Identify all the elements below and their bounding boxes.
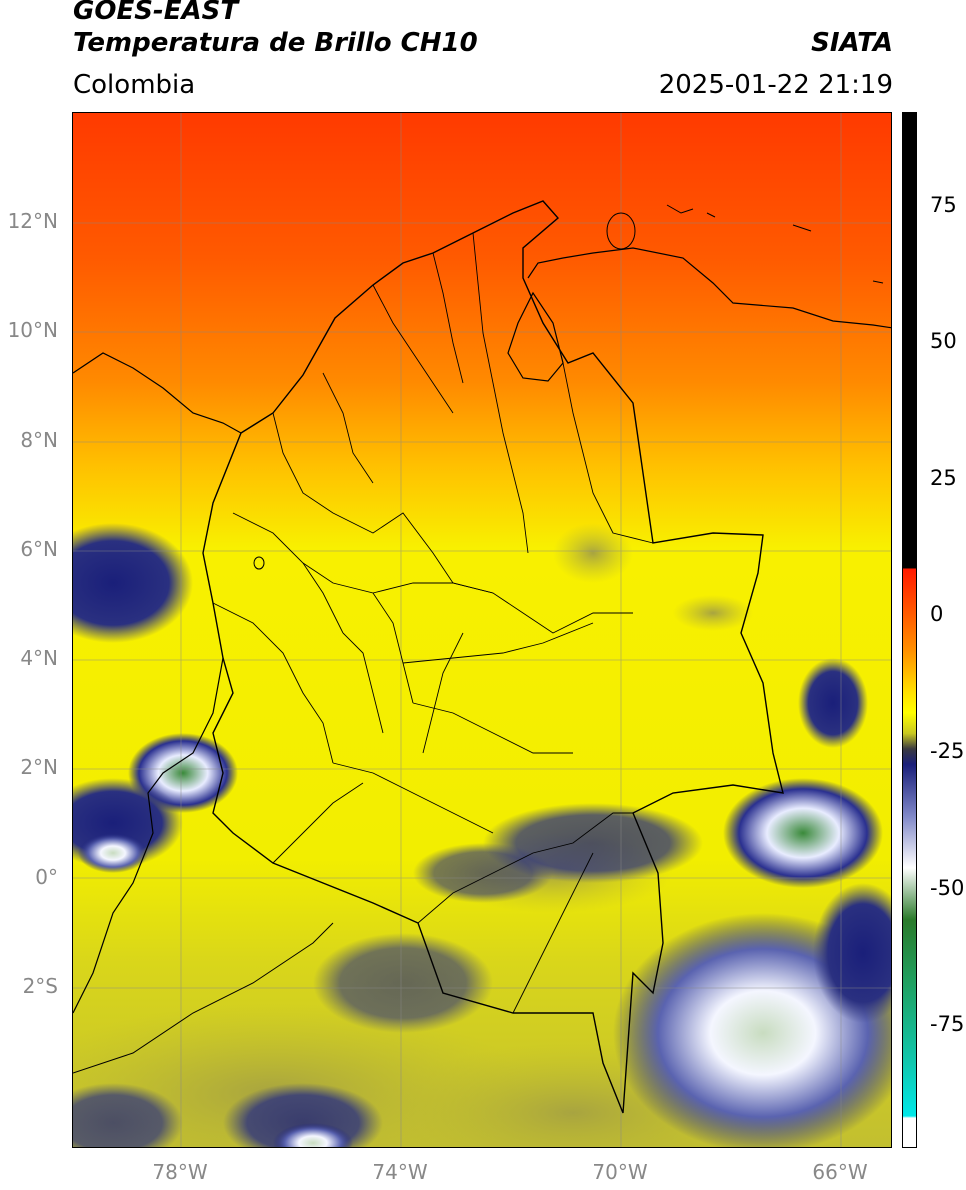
lat-tick: 2°S (22, 974, 58, 998)
colorbar-label: 75 (930, 193, 957, 217)
cloud-cell (73, 523, 193, 643)
colorbar-label: -50 (930, 876, 965, 900)
cloud-cell (413, 843, 553, 903)
cloud-cell (313, 933, 493, 1033)
lat-tick: 8°N (20, 428, 58, 452)
map-canvas (73, 113, 891, 1147)
lat-tick: 12°N (7, 209, 58, 233)
lat-tick: 6°N (20, 537, 58, 561)
coastline (527, 247, 891, 329)
cloud-cell (273, 1123, 353, 1147)
colorbar-label: -25 (930, 739, 965, 763)
map-panel[interactable] (72, 112, 892, 1148)
panama-coast (73, 352, 242, 434)
department-borders (212, 232, 654, 1014)
southern-border (73, 922, 334, 1074)
colorbar (902, 112, 917, 1148)
lat-tick: 10°N (7, 318, 58, 342)
satellite-title: GOES-EAST (73, 0, 239, 26)
product-title: Temperatura de Brillo CH10 (73, 28, 478, 58)
lon-tick: 70°W (592, 1160, 648, 1184)
organization-label: SIATA (811, 28, 893, 58)
colorbar-label: 50 (930, 329, 957, 353)
cloud-cell (78, 833, 148, 873)
timestamp-label: 2025-01-22 21:19 (658, 70, 893, 100)
colorbar-canvas (903, 113, 916, 1147)
lat-tick: 4°N (20, 646, 58, 670)
cloud-cell (73, 1083, 183, 1147)
maracaibo-lake (507, 291, 564, 382)
colorbar-label: 25 (930, 466, 957, 490)
cloud-cell (723, 778, 883, 888)
lon-tick: 74°W (372, 1160, 428, 1184)
region-label: Colombia (73, 70, 196, 100)
colorbar-label: -75 (930, 1012, 965, 1036)
pacific-coast (73, 657, 224, 1014)
islands (253, 204, 884, 570)
lat-tick: 0° (35, 865, 58, 889)
cool-region (553, 523, 633, 583)
lon-tick: 66°W (812, 1160, 868, 1184)
colombia-border (202, 200, 784, 1114)
cool-region (673, 595, 753, 631)
lon-tick: 78°W (152, 1160, 208, 1184)
lat-tick: 2°N (20, 755, 58, 779)
colorbar-label: 0 (930, 602, 944, 626)
colorbar-ramp (903, 113, 916, 1147)
cloud-cell (798, 658, 868, 748)
